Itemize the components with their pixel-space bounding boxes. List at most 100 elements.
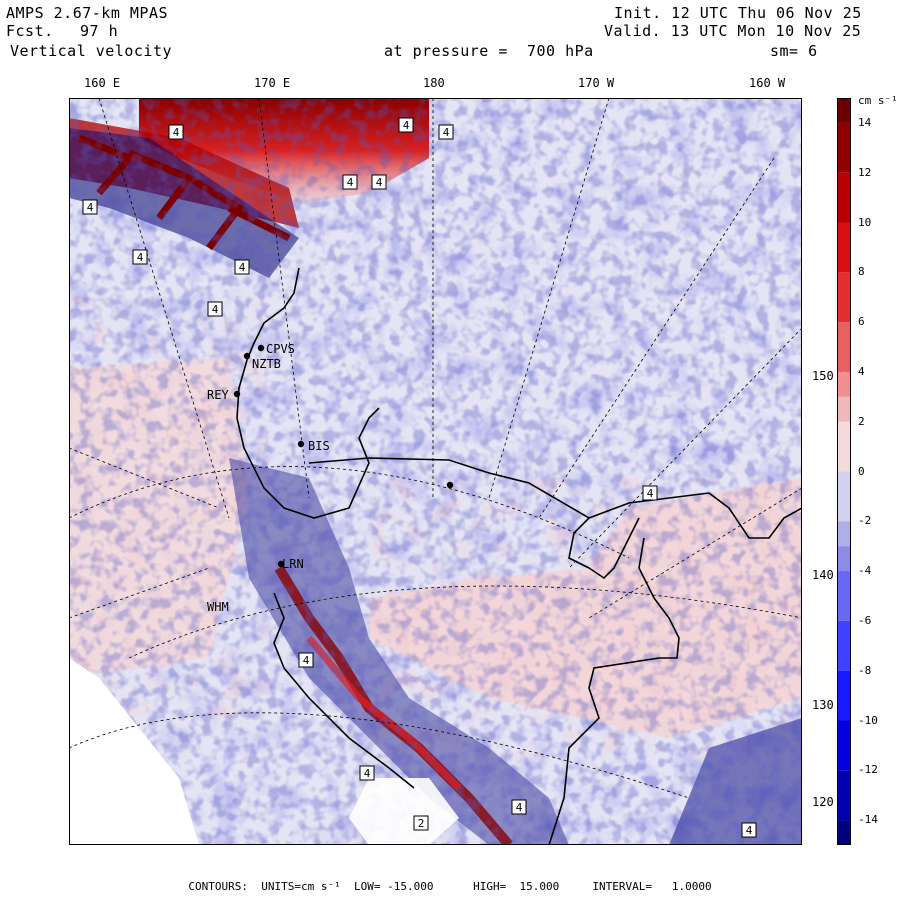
colorbar-tick-label: 14	[858, 115, 872, 129]
colorbar-tick-label: 12	[858, 165, 872, 179]
contour-box: 4	[371, 174, 387, 190]
station-marker-nztb	[243, 352, 251, 360]
colorbar-band	[837, 620, 851, 671]
colorbar-band	[837, 571, 851, 621]
colorbar-band	[837, 322, 851, 372]
station-label-nztb: NZTB	[252, 357, 281, 371]
svg-text:4: 4	[173, 126, 180, 139]
negative-velocity-speckle	[69, 98, 802, 845]
colorbar-band	[837, 421, 851, 472]
lon-label-180: 180	[423, 76, 445, 90]
station-marker-lrn	[277, 560, 285, 568]
svg-text:4: 4	[87, 201, 94, 214]
colorbar-tick-label: -2	[858, 514, 872, 528]
station-label-bis: BIS	[308, 439, 330, 453]
colorbar-tick-label: 8	[858, 265, 865, 279]
contour-box: 4	[207, 301, 223, 317]
colorbar-band	[837, 122, 851, 173]
svg-text:4: 4	[403, 119, 410, 132]
coastlines	[236, 267, 802, 845]
colorbar-band	[837, 98, 851, 123]
contour-box: 4	[82, 199, 98, 215]
svg-text:2: 2	[418, 817, 425, 830]
colorbar-band	[837, 521, 851, 547]
contour-box: 4	[359, 765, 375, 781]
colorbar-tick-label: 2	[858, 414, 865, 428]
svg-text:4: 4	[137, 251, 144, 264]
svg-text:4: 4	[212, 303, 219, 316]
vertical-velocity-map[interactable]: 4 4 4 4 4 4 4 4 4 4 4 4 4 2 4	[69, 98, 802, 845]
colorbar-band	[837, 670, 851, 721]
svg-text:4: 4	[746, 824, 753, 837]
colorbar-tick-label: 4	[858, 364, 865, 378]
colorbar-tick-label: -6	[858, 613, 872, 627]
contour-box: 4	[234, 259, 250, 275]
forecast-label: Fcst.	[6, 22, 54, 40]
contour-box: 4	[398, 117, 414, 133]
field-name: Vertical velocity	[10, 42, 173, 60]
contour-box: 4	[298, 652, 314, 668]
colorbar-band	[837, 471, 851, 522]
colorbar-band	[837, 770, 851, 821]
colorbar-tick-label: 10	[858, 215, 872, 229]
colorbar	[837, 98, 851, 845]
init-time: Init. 12 UTC Thu 06 Nov 25	[614, 4, 862, 22]
svg-text:4: 4	[647, 487, 654, 500]
station-markers	[233, 344, 454, 568]
contour-info-footer: CONTOURS: UNITS=cm s⁻¹ LOW= -15.000 HIGH…	[188, 880, 712, 893]
map-frame	[69, 98, 802, 845]
svg-text:4: 4	[516, 801, 523, 814]
smoothing: sm= 6	[770, 42, 818, 60]
contour-box: 4	[342, 174, 358, 190]
contour-box: 4	[511, 799, 527, 815]
colorbar-band	[837, 820, 851, 845]
station-label-whm: WHM	[207, 600, 229, 614]
lon-label-170e: 170 E	[254, 76, 291, 90]
colorbar-units: cm s⁻¹	[858, 94, 898, 107]
station-marker-cpvs	[257, 344, 265, 352]
station-marker-bis	[297, 440, 305, 448]
colorbar-tick-label: -12	[858, 763, 878, 777]
colorbar-tick-label: -4	[858, 564, 872, 578]
pressure-level: at pressure = 700 hPa	[384, 42, 594, 60]
colorbar-band	[837, 720, 851, 771]
station-marker-rey	[233, 390, 241, 398]
colorbar-tick-label: -14	[858, 813, 878, 827]
graticule	[69, 98, 802, 799]
colorbar-band	[837, 371, 851, 397]
colorbar-band	[837, 272, 851, 323]
forecast-hours: 97 h	[80, 22, 119, 40]
model-title: AMPS 2.67-km MPAS	[6, 4, 169, 22]
lon-label-170w: 170 W	[578, 76, 615, 90]
colorbar-band	[837, 396, 851, 422]
svg-text:4: 4	[347, 176, 354, 189]
colorbar-tick-label: -8	[858, 663, 872, 677]
valid-time: Valid. 13 UTC Mon 10 Nov 25	[604, 22, 862, 40]
lon-label-160e: 160 E	[84, 76, 121, 90]
svg-text:4: 4	[364, 767, 371, 780]
svg-text:4: 4	[239, 261, 246, 274]
colorbar-band	[837, 222, 851, 273]
colorbar-tick-label: 6	[858, 315, 865, 329]
white-region-southwest	[69, 658, 199, 845]
station-label-cpvs: CPVS	[266, 342, 295, 356]
colorbar-tick-label: 0	[858, 464, 865, 478]
colorbar-band	[837, 546, 851, 572]
contour-box: 4	[741, 822, 757, 838]
contour-box: 4	[642, 485, 658, 501]
lon-label-160w: 160 W	[749, 76, 786, 90]
svg-text:4: 4	[376, 176, 383, 189]
svg-text:4: 4	[303, 654, 310, 667]
station-label-lrn: LRN	[282, 557, 304, 571]
svg-text:4: 4	[443, 126, 450, 139]
contour-box: 4	[132, 249, 148, 265]
contour-label-boxes: 4 4 4 4 4 4 4 4 4 4 4 4 4 2 4	[82, 117, 757, 838]
colorbar-frame	[837, 98, 851, 845]
white-region-south	[349, 778, 459, 845]
station-marker-pole	[446, 481, 454, 489]
station-label-rey: REY	[207, 388, 229, 402]
colorbar-tick-label: -10	[858, 713, 878, 727]
colorbar-band	[837, 172, 851, 223]
contour-box: 2	[413, 815, 429, 831]
contour-box: 4	[438, 124, 454, 140]
